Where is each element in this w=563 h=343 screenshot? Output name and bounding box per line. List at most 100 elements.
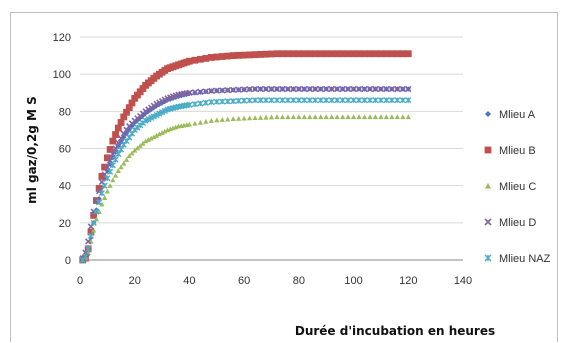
data-point: [306, 97, 313, 104]
data-point: [251, 85, 259, 93]
data-point: [99, 201, 105, 207]
legend-label: Mlieu D: [499, 217, 536, 229]
x-tick-label: 120: [399, 275, 417, 287]
data-point: [311, 50, 319, 58]
data-point: [350, 97, 357, 104]
legend-marker: [484, 218, 492, 226]
data-point: [213, 87, 220, 94]
series-4: [79, 85, 412, 262]
data-point: [85, 245, 92, 252]
data-point: [118, 164, 124, 170]
x-tick-label: 60: [238, 275, 250, 287]
data-point: [154, 132, 160, 138]
data-point: [307, 114, 313, 120]
data-point: [106, 146, 114, 153]
data-point: [103, 154, 111, 162]
data-point: [225, 116, 231, 122]
data-point: [117, 135, 125, 142]
data-point: [246, 51, 254, 59]
data-point: [151, 134, 157, 140]
data-point: [350, 114, 357, 120]
data-point: [262, 50, 270, 58]
data-point: [301, 97, 308, 104]
data-point: [121, 160, 127, 166]
data-point: [366, 50, 374, 58]
data-point: [82, 253, 89, 260]
legend-item: Mlieu C: [485, 181, 536, 193]
data-point: [91, 227, 97, 233]
data-point: [230, 86, 237, 94]
data-point: [377, 50, 385, 58]
data-point: [383, 50, 390, 58]
x-tick-label: 140: [454, 275, 472, 287]
data-point: [285, 114, 291, 120]
data-point: [230, 98, 237, 105]
data-point: [268, 50, 275, 58]
data-point: [241, 97, 248, 104]
data-point: [273, 97, 281, 104]
data-point: [322, 50, 330, 58]
data-point: [290, 85, 297, 93]
data-point: [251, 97, 259, 104]
data-point: [246, 97, 253, 104]
data-point: [296, 114, 302, 120]
data-point: [378, 114, 384, 120]
data-point: [257, 97, 264, 104]
data-point: [328, 97, 335, 104]
legend-item: Mlieu A: [485, 109, 536, 121]
data-point: [251, 51, 259, 59]
data-point: [355, 97, 363, 104]
data-point: [208, 98, 215, 106]
data-point: [262, 85, 270, 93]
data-point: [192, 120, 198, 126]
data-point: [202, 54, 210, 62]
data-point: [219, 117, 225, 122]
data-point: [87, 228, 95, 236]
data-point: [405, 85, 412, 93]
data-point: [208, 118, 214, 123]
data-point: [186, 101, 193, 108]
data-point: [230, 116, 236, 121]
data-point: [279, 85, 286, 93]
data-point: [101, 182, 108, 189]
data-point: [143, 138, 149, 144]
data-point: [112, 172, 119, 178]
data-point: [186, 121, 193, 127]
data-point: [263, 114, 269, 120]
data-point: [301, 85, 308, 93]
data-point: [317, 97, 324, 104]
data-point: [334, 97, 341, 104]
data-point: [257, 115, 264, 120]
data-point: [284, 85, 292, 93]
y-tick-label: 80: [59, 106, 71, 118]
data-point: [104, 188, 110, 194]
data-point: [290, 97, 297, 104]
x-axis-title: Durée d'incubation en heures: [295, 324, 495, 338]
y-tick-label: 20: [59, 218, 71, 230]
data-point: [284, 50, 292, 58]
data-point: [295, 85, 303, 93]
data-point: [268, 97, 275, 104]
data-point: [377, 85, 385, 93]
data-point: [399, 50, 407, 58]
data-point: [162, 128, 168, 134]
data-point: [129, 150, 135, 156]
data-point: [388, 50, 396, 58]
data-point: [295, 50, 303, 58]
y-tick-label: 40: [59, 181, 71, 193]
data-point: [262, 97, 270, 104]
legend-label: Mlieu B: [499, 145, 536, 157]
data-point: [213, 98, 220, 105]
data-point: [355, 85, 363, 93]
data-point: [112, 156, 119, 163]
data-point: [191, 56, 199, 64]
data-point: [213, 53, 221, 61]
data-point: [115, 150, 122, 158]
data-point: [85, 238, 92, 245]
x-tick-label: 40: [183, 275, 195, 287]
data-point: [214, 117, 220, 123]
legend-marker: [485, 183, 491, 189]
data-point: [246, 86, 253, 93]
data-point: [312, 85, 319, 93]
